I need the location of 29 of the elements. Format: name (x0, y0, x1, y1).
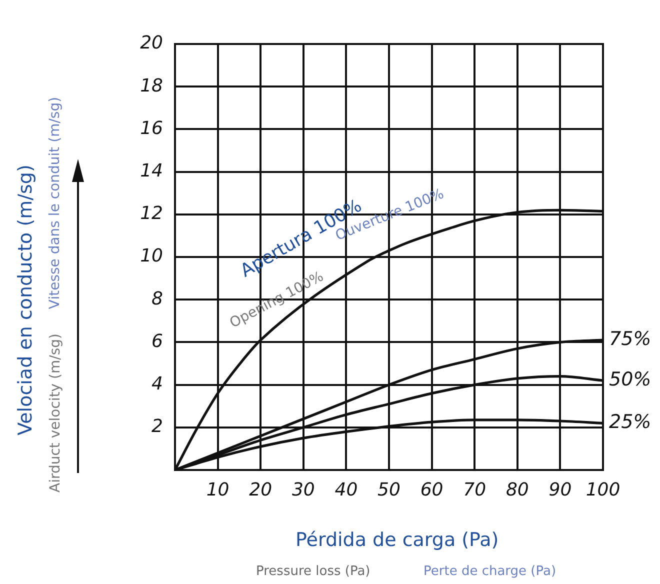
y-tick-label: 12 (140, 203, 163, 224)
x-tick-label: 30 (292, 479, 315, 500)
series-label: 50% (609, 368, 652, 390)
x-tick-label: 70 (463, 479, 486, 500)
x-tick-label: 80 (506, 479, 529, 500)
series-label: 75% (609, 328, 652, 350)
x-tick-label: 40 (334, 479, 358, 500)
text: Vitesse dans le conduit (m/sg) (47, 96, 64, 310)
y-tick-label: 2 (152, 416, 163, 438)
y-tick-label: 4 (152, 373, 163, 394)
y-tick-label: 10 (140, 246, 163, 267)
x-tick-label: 10 (206, 479, 230, 500)
x-tick-label: 90 (548, 479, 572, 500)
x-tick-label: 100 (586, 479, 620, 500)
y-tick-label: 6 (152, 330, 163, 352)
y-tick-label: 20 (140, 32, 163, 54)
x-axis-title: Pérdida de carga (Pa) (296, 529, 499, 551)
x-tick-label: 60 (420, 479, 444, 500)
text: Perte de charge (Pa) (424, 564, 556, 578)
y-tick-label: 14 (140, 160, 163, 182)
y-tick-label: 16 (140, 118, 163, 139)
x-tick-label: 50 (378, 479, 400, 500)
text: Pressure loss (Pa) (256, 564, 370, 578)
x-tick-label: 20 (249, 479, 272, 500)
text: Airduct velocity (m/sg) (47, 334, 63, 492)
series-label: 25% (609, 411, 652, 434)
text: Velociad en conducto (m/sg) (14, 164, 36, 436)
y-tick-label: 8 (152, 288, 163, 310)
y-tick-label: 18 (140, 75, 163, 96)
